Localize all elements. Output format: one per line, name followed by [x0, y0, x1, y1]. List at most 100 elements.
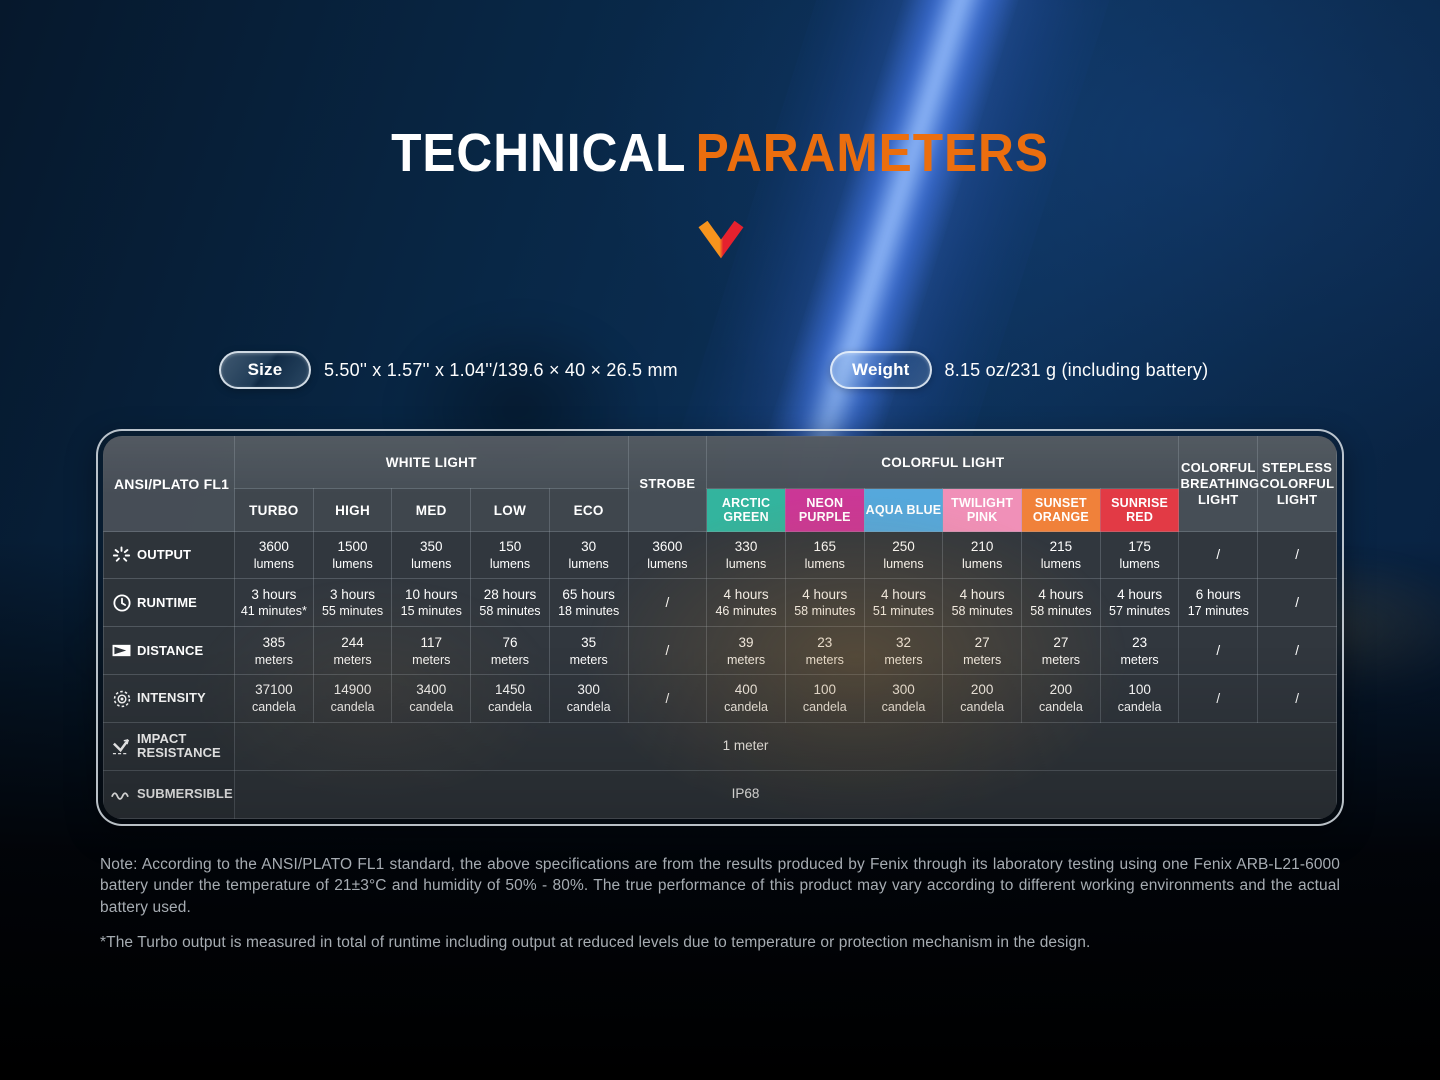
light-rays-icon	[111, 545, 132, 566]
cell-output-twilight-pink: 210 lumens	[942, 530, 1023, 580]
column-header-turbo: TURBO	[234, 488, 314, 532]
cell-runtime-colorful-breathing: 6 hours 17 minutes	[1178, 578, 1259, 628]
cell-output-high: 1500 lumens	[312, 530, 393, 580]
title-word-parameters: PARAMETERS	[695, 123, 1049, 183]
size-spec: Size 5.50'' x 1.57'' x 1.04''/139.6 × 40…	[219, 351, 678, 389]
cell-output-sunset-orange: 215 lumens	[1021, 530, 1101, 580]
white-light-group-header: WHITE LIGHT	[234, 436, 629, 489]
cell-runtime-neon-purple: 4 hours 58 minutes	[784, 578, 865, 628]
beam-distance-icon	[111, 640, 132, 661]
table-row-output: OUTPUT 3600 lumens 1500 lumens 350 lumens 150 lu…	[103, 530, 1337, 580]
cell-distance-aqua-blue: 32 meters	[863, 626, 944, 676]
impact-icon	[111, 736, 132, 757]
page-title: TECHNICAL PARAMETERS	[58, 126, 1383, 180]
chevron-down-icon	[698, 220, 744, 259]
cell-distance-turbo: 385 meters	[234, 626, 314, 676]
cell-output-turbo: 3600 lumens	[234, 530, 314, 580]
cell-output-eco: 30 lumens	[548, 530, 629, 580]
cell-distance-colorful-breathing: /	[1178, 626, 1259, 676]
cell-runtime-high: 3 hours 55 minutes	[312, 578, 393, 628]
size-value: 5.50'' x 1.57'' x 1.04''/139.6 × 40 × 26…	[324, 359, 678, 380]
table-row-impact-resistance: IMPACT RESISTANCE 1 meter	[103, 721, 1337, 771]
cell-intensity-high: 14900 candela	[312, 674, 393, 723]
cell-intensity-neon-purple: 100 candela	[784, 674, 865, 723]
cell-output-med: 350 lumens	[391, 530, 472, 580]
clock-icon	[111, 592, 132, 613]
spec-table-frame: ANSI/PLATO FL1 WHITE LIGHT STROBE COLORFUL …	[96, 429, 1344, 826]
weight-badge: Weight	[830, 351, 932, 389]
cell-output-arctic-green: 330 lumens	[706, 530, 786, 580]
wave-icon	[111, 784, 132, 805]
row-label-text: INTENSITY	[137, 690, 206, 706]
cell-runtime-med: 10 hours 15 minutes	[391, 578, 472, 628]
row-header-impact-resistance: IMPACT RESISTANCE	[103, 721, 235, 771]
cell-runtime-arctic-green: 4 hours 46 minutes	[706, 578, 786, 628]
column-header-eco: ECO	[548, 488, 629, 532]
column-header-colorful-breathing-light: COLORFUL BREATHING LIGHT	[1178, 436, 1259, 532]
row-header-submersible: SUBMERSIBLE	[103, 769, 235, 819]
table-row-submersible: SUBMERSIBLE IP68	[103, 769, 1337, 819]
column-header-strobe: STROBE	[627, 436, 708, 532]
row-header-intensity: INTENSITY	[103, 674, 235, 723]
column-header-sunrise-red: SUNRISE RED	[1099, 488, 1180, 532]
column-header-neon-purple: NEON PURPLE	[784, 488, 865, 532]
cell-runtime-low: 28 hours 58 minutes	[470, 578, 550, 628]
cell-intensity-low: 1450 candela	[470, 674, 550, 723]
cell-distance-sunrise-red: 23 meters	[1099, 626, 1180, 676]
title-word-technical: TECHNICAL	[391, 123, 687, 183]
footnotes: Note: According to the ANSI/PLATO FL1 st…	[100, 854, 1340, 954]
weight-badge-label: Weight	[852, 360, 910, 379]
note-turbo: *The Turbo output is measured in total o…	[100, 934, 1091, 952]
cell-output-colorful-breathing: /	[1178, 530, 1259, 580]
row-label-text: RUNTIME	[137, 594, 197, 610]
cell-intensity-colorful-breathing: /	[1178, 674, 1259, 723]
cell-distance-twilight-pink: 27 meters	[942, 626, 1023, 676]
cell-runtime-aqua-blue: 4 hours 51 minutes	[863, 578, 944, 628]
column-header-arctic-green: ARCTIC GREEN	[706, 488, 786, 532]
cell-runtime-twilight-pink: 4 hours 58 minutes	[942, 578, 1023, 628]
cell-runtime-turbo: 3 hours 41 minutes*	[234, 578, 314, 628]
cell-intensity-sunset-orange: 200 candela	[1021, 674, 1101, 723]
cell-intensity-turbo: 37100 candela	[234, 674, 314, 723]
cell-distance-eco: 35 meters	[548, 626, 629, 676]
row-label-text: IMPACT RESISTANCE	[137, 730, 221, 761]
cell-distance-arctic-green: 39 meters	[706, 626, 786, 676]
size-badge: Size	[219, 351, 311, 389]
column-header-stepless-colorful-light: STEPLESS COLORFUL LIGHT	[1257, 436, 1337, 532]
row-header-distance: DISTANCE	[103, 626, 235, 676]
row-header-output: OUTPUT	[103, 530, 235, 580]
cell-output-aqua-blue: 250 lumens	[863, 530, 944, 580]
table-corner-label: ANSI/PLATO FL1	[103, 436, 235, 532]
column-header-med: MED	[391, 488, 472, 532]
cell-distance-med: 117 meters	[391, 626, 472, 676]
cell-output-low: 150 lumens	[470, 530, 550, 580]
cell-distance-neon-purple: 23 meters	[784, 626, 865, 676]
cell-distance-low: 76 meters	[470, 626, 550, 676]
note-standard: Note: According to the ANSI/PLATO FL1 st…	[100, 856, 1340, 916]
cell-intensity-med: 3400 candela	[391, 674, 472, 723]
cell-intensity-sunrise-red: 100 candela	[1099, 674, 1180, 723]
cell-distance-strobe: /	[627, 626, 708, 676]
cell-intensity-twilight-pink: 200 candela	[942, 674, 1023, 723]
cell-runtime-stepless-colorful: /	[1257, 578, 1337, 628]
column-header-high: HIGH	[312, 488, 393, 532]
cell-output-stepless-colorful: /	[1257, 530, 1337, 580]
row-label-text: SUBMERSIBLE	[137, 786, 233, 802]
cell-distance-sunset-orange: 27 meters	[1021, 626, 1101, 676]
cell-runtime-sunrise-red: 4 hours 57 minutes	[1099, 578, 1180, 628]
cell-intensity-stepless-colorful: /	[1257, 674, 1337, 723]
table-row-runtime: RUNTIME 3 hours 41 minutes* 3 hours 55 minut…	[103, 578, 1337, 628]
cell-distance-stepless-colorful: /	[1257, 626, 1337, 676]
cell-submersible-value: IP68	[234, 769, 1337, 819]
cell-intensity-strobe: /	[627, 674, 708, 723]
cell-intensity-arctic-green: 400 candela	[706, 674, 786, 723]
target-icon	[111, 688, 132, 709]
cell-output-sunrise-red: 175 lumens	[1099, 530, 1180, 580]
column-header-twilight-pink: TWILIGHT PINK	[942, 488, 1023, 532]
colorful-light-group-header: COLORFUL LIGHT	[706, 436, 1180, 489]
weight-value: 8.15 oz/231 g (including battery)	[944, 359, 1209, 380]
column-header-sunset-orange: SUNSET ORANGE	[1021, 488, 1101, 532]
cell-runtime-sunset-orange: 4 hours 58 minutes	[1021, 578, 1101, 628]
column-header-aqua-blue: AQUA BLUE	[863, 488, 944, 532]
